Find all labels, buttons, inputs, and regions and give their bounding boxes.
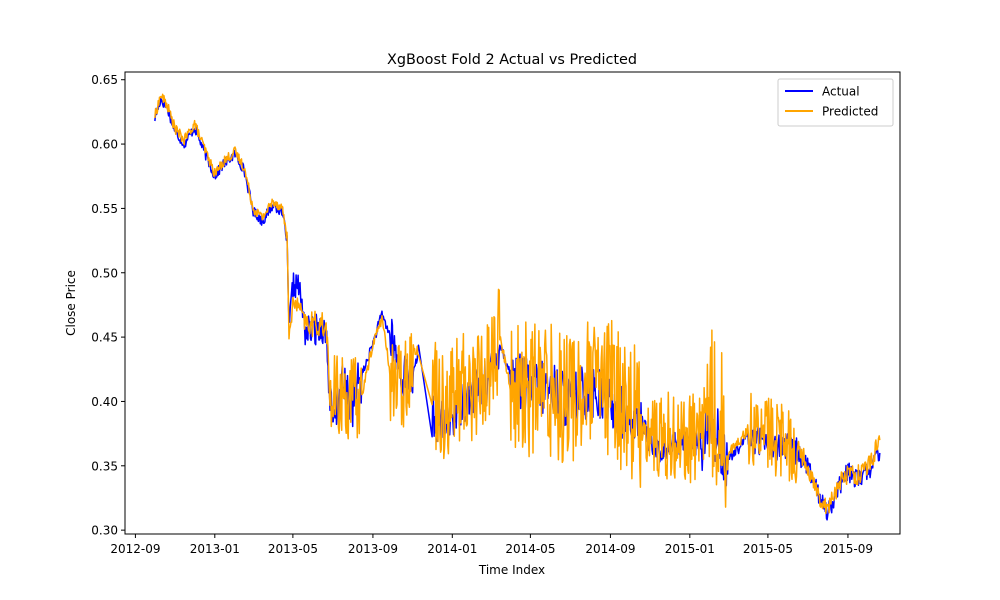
legend-label-actual: Actual — [822, 85, 860, 99]
y-tick-label: 0.30 — [91, 524, 118, 538]
legend-label-predicted: Predicted — [822, 105, 878, 119]
plot-series — [154, 93, 881, 521]
legend: Actual Predicted — [777, 78, 894, 127]
plot-frame — [124, 71, 901, 535]
x-tick-label: 2014-01 — [427, 542, 477, 556]
series-line-predicted — [154, 93, 881, 515]
x-tick-label: 2015-01 — [665, 542, 715, 556]
y-tick-label: 0.50 — [91, 266, 118, 280]
x-tick-label: 2013-01 — [190, 542, 240, 556]
x-tick-label: 2014-05 — [505, 542, 555, 556]
x-axis-label: Time Index — [478, 563, 545, 577]
y-axis-label: Close Price — [64, 270, 78, 336]
x-tick-label: 2013-05 — [268, 542, 318, 556]
chart-title: XgBoost Fold 2 Actual vs Predicted — [387, 52, 637, 68]
x-tick-label: 2013-09 — [348, 542, 398, 556]
y-tick-label: 0.35 — [91, 459, 118, 473]
x-tick-label: 2015-09 — [823, 542, 873, 556]
y-tick-label: 0.65 — [91, 73, 118, 87]
x-axis: 2012-09 2013-01 2013-05 2013-09 2014-01 2014-… — [110, 534, 873, 556]
x-tick-label: 2014-09 — [585, 542, 635, 556]
y-axis: 0.30 0.35 0.40 0.45 0.50 0.55 0.60 0.65 — [91, 73, 125, 538]
y-tick-label: 0.40 — [91, 395, 118, 409]
y-tick-label: 0.45 — [91, 331, 118, 345]
y-tick-label: 0.60 — [91, 138, 118, 152]
x-tick-label: 2015-05 — [743, 542, 793, 556]
x-tick-label: 2012-09 — [110, 542, 160, 556]
y-tick-label: 0.55 — [91, 202, 118, 216]
